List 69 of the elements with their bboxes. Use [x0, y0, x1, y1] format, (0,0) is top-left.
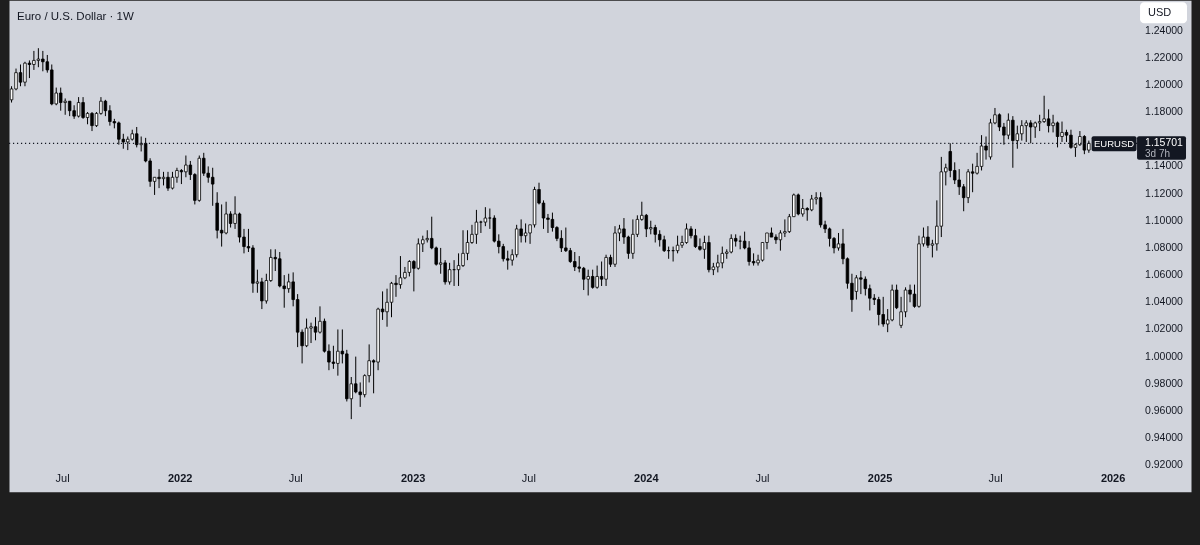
candlestick [166, 171, 170, 192]
candlestick [559, 229, 564, 253]
y-tick-label: 1.04000 [1145, 296, 1184, 308]
text: Euro / U.S. Dollar · 1W [16, 9, 134, 22]
x-tick-label: 2026 [1100, 472, 1126, 485]
y-tick-label: 1.06000 [1145, 269, 1184, 281]
candlestick [18, 64, 23, 87]
y-tick-label: 1.02000 [1145, 323, 1184, 335]
x-tick-label: Jul [288, 472, 303, 485]
x-tick-label: 2024 [634, 472, 660, 485]
candlestick [1046, 108, 1051, 133]
candlestick [1082, 134, 1087, 155]
candlestick [483, 206, 488, 227]
candlestick [684, 222, 689, 245]
candlestick [36, 47, 41, 68]
candlestick [309, 322, 313, 344]
y-tick-label: 1.20000 [1145, 78, 1184, 90]
y-tick-label: 1.18000 [1145, 106, 1184, 118]
candlestick [590, 269, 595, 290]
x-tick-label: 2022 [167, 472, 193, 485]
candlestick [23, 61, 27, 87]
x-tick-label: 2025 [867, 472, 893, 485]
candlestick [479, 220, 483, 234]
candlestick [693, 228, 698, 249]
candlestick [1055, 121, 1060, 148]
candlestick [599, 261, 604, 287]
candlestick [863, 275, 868, 296]
y-tick-label: 1.22000 [1145, 51, 1184, 63]
annotation: 3d 7h [1145, 147, 1171, 159]
candlestick [389, 281, 394, 318]
y-tick-label: 0.92000 [1145, 459, 1184, 471]
candlestick [698, 237, 702, 252]
candlestick [1060, 121, 1064, 143]
candlestick [219, 203, 224, 248]
candlestick [447, 262, 452, 286]
y-axis-title: USD [1148, 5, 1172, 18]
candlestick [774, 233, 778, 245]
x-tick-label: Jul [521, 472, 536, 485]
candlestick [604, 254, 608, 287]
candlestick [1069, 129, 1073, 150]
candlestick [979, 134, 984, 171]
candlestick [237, 212, 242, 243]
candlestick [778, 229, 783, 252]
y-tick-label: 1.24000 [1145, 24, 1184, 36]
x-tick-label: Jul [755, 472, 770, 485]
y-tick-label: 1.00000 [1145, 350, 1184, 362]
ref-line-label: 1.15701 [1145, 136, 1184, 148]
candlestick [81, 96, 85, 120]
y-tick-label: 1.08000 [1145, 241, 1184, 253]
y-tick-label: 0.96000 [1145, 404, 1184, 416]
candlestick [313, 316, 318, 341]
candlestick [523, 222, 528, 243]
x-tick-label: 2023 [401, 472, 426, 485]
candlestick [90, 111, 94, 132]
candlestick [1051, 114, 1055, 133]
candlestick [474, 209, 479, 245]
y-tick-label: 1.10000 [1145, 214, 1184, 226]
annotation: EURUSD [1094, 137, 1135, 149]
x-tick-label: Jul [988, 472, 1003, 485]
y-tick-label: 0.98000 [1145, 377, 1184, 389]
candlestick [461, 229, 465, 268]
x-tick-label: Jul [55, 472, 70, 485]
candlestick [304, 318, 309, 348]
candlestick [157, 168, 161, 189]
y-tick-label: 1.14000 [1145, 160, 1184, 172]
candlestick [331, 345, 336, 370]
candlestick [492, 214, 497, 243]
y-tick-label: 1.12000 [1145, 187, 1184, 199]
y-tick-label: 0.94000 [1145, 432, 1184, 444]
